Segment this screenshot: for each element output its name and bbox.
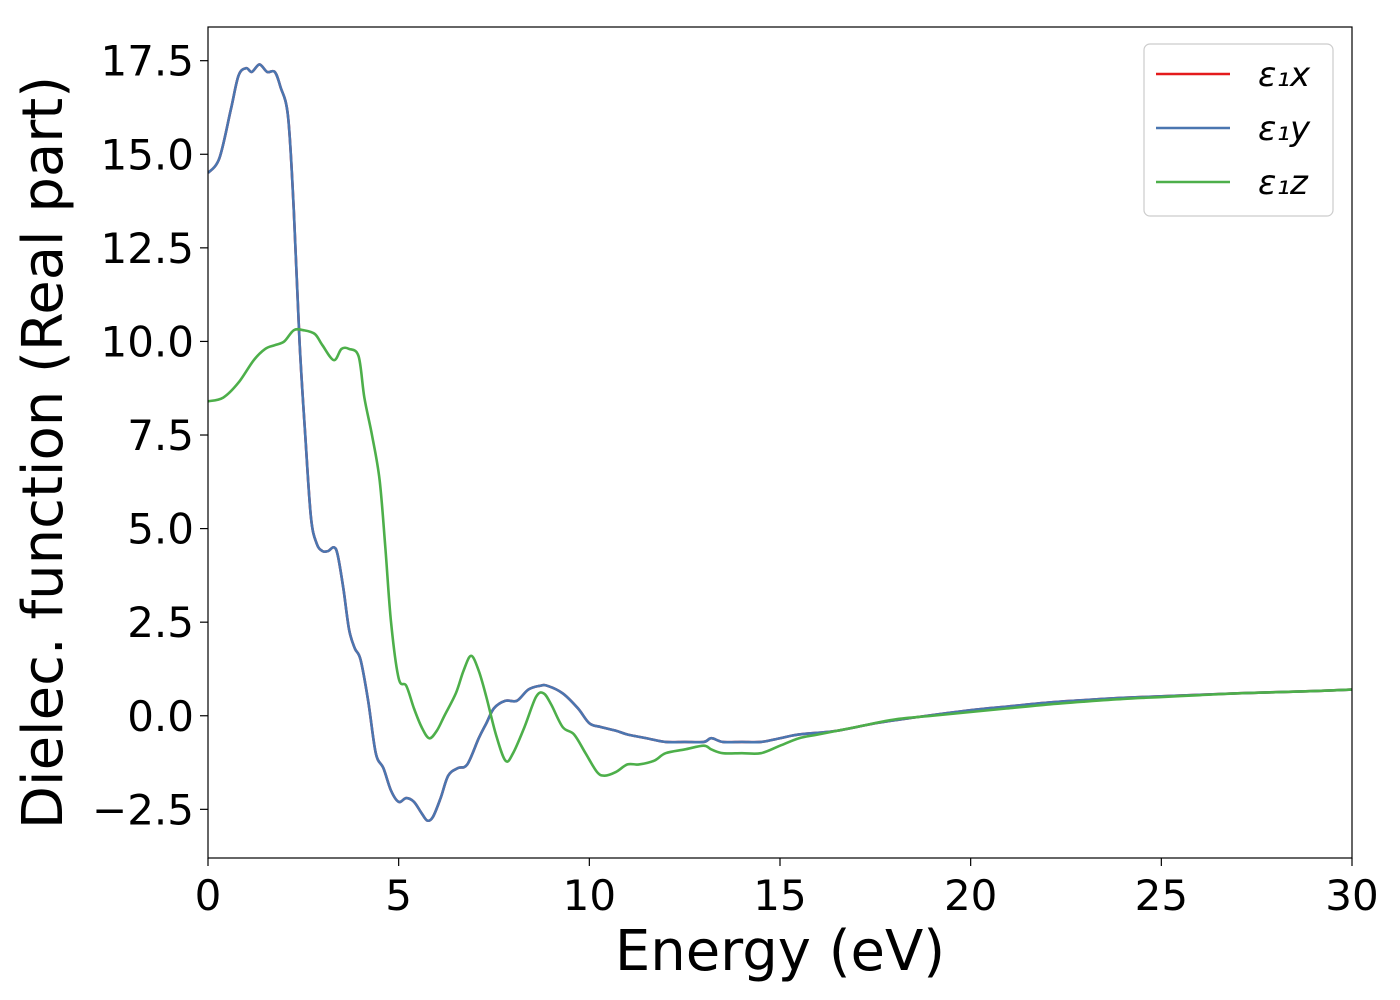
- legend-label: ε₁y: [1258, 109, 1311, 149]
- x-tick-label: 25: [1135, 871, 1188, 920]
- y-tick-label: 5.0: [127, 505, 194, 554]
- y-tick-label: 7.5: [127, 411, 194, 460]
- x-axis-ticks: 0 5 10 15 20 25 30: [195, 858, 1379, 920]
- y-axis-ticks: −2.5 0.0 2.5 5.0 7.5 10.0 12.5 15.0 17.5: [92, 37, 208, 834]
- y-tick-label: 12.5: [100, 224, 194, 273]
- legend-label: ε₁z: [1258, 163, 1309, 203]
- plot-lines: [208, 63, 1352, 823]
- x-axis-label: Energy (eV): [615, 919, 945, 984]
- x-tick-label: 30: [1325, 871, 1378, 920]
- y-tick-label: 17.5: [100, 37, 194, 86]
- series-line-2: [208, 327, 1352, 777]
- x-tick-label: 10: [563, 871, 616, 920]
- legend: ε₁x ε₁y ε₁z: [1143, 43, 1334, 217]
- y-tick-label: −2.5: [92, 785, 194, 834]
- x-tick-label: 5: [385, 871, 412, 920]
- x-tick-label: 20: [944, 871, 997, 920]
- x-tick-label: 0: [195, 871, 222, 920]
- legend-label: ε₁x: [1258, 55, 1311, 95]
- y-tick-label: 10.0: [100, 317, 194, 366]
- y-tick-label: 15.0: [100, 130, 194, 179]
- y-tick-label: 0.0: [127, 692, 194, 741]
- y-axis-label: Dielec. function (Real part): [11, 76, 76, 829]
- x-tick-label: 15: [753, 871, 806, 920]
- legend-box: [1143, 43, 1334, 217]
- y-tick-label: 2.5: [127, 598, 194, 647]
